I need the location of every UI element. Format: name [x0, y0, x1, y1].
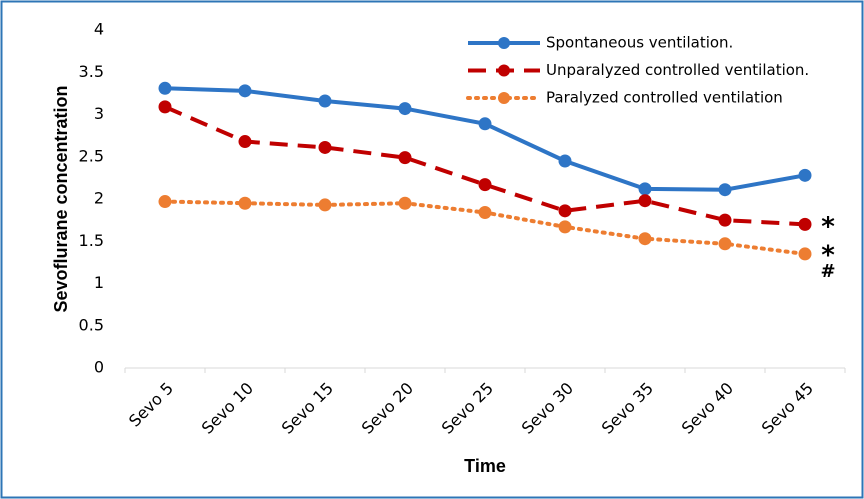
data-point	[238, 196, 252, 210]
data-point	[798, 168, 812, 182]
data-point	[158, 81, 172, 95]
data-point	[718, 213, 732, 227]
data-point	[158, 195, 172, 209]
annotation: *	[821, 240, 835, 270]
data-point	[558, 204, 572, 218]
data-point	[318, 198, 332, 212]
x-axis-label: Time	[464, 456, 506, 476]
data-point	[238, 135, 252, 149]
y-tick-label: 1.5	[79, 231, 104, 250]
y-tick-label: 2	[94, 189, 104, 208]
data-point	[638, 182, 652, 196]
y-tick-label: 3	[94, 104, 104, 123]
y-tick-label: 4	[94, 20, 104, 39]
data-point	[718, 237, 732, 251]
data-point	[718, 183, 732, 197]
data-point	[558, 154, 572, 168]
legend-marker	[498, 37, 510, 49]
data-point	[478, 178, 492, 192]
y-axis-label: Sevoflurane concentration	[51, 85, 71, 312]
data-point	[318, 140, 332, 154]
legend-label: Spontaneous ventilation.	[546, 34, 733, 52]
data-point	[398, 196, 412, 210]
data-point	[238, 84, 252, 98]
legend-marker	[498, 92, 510, 104]
legend-label: Unparalyzed controlled ventilation.	[546, 61, 809, 79]
data-point	[398, 102, 412, 116]
data-point	[478, 206, 492, 220]
y-tick-label: 0	[94, 358, 104, 377]
series-line	[164, 105, 806, 227]
data-point	[798, 217, 812, 231]
annotation: #	[820, 261, 835, 282]
legend-label: Paralyzed controlled ventilation	[546, 89, 783, 107]
legend-marker	[498, 64, 510, 77]
y-tick-label: 0.5	[79, 315, 104, 334]
data-point	[478, 117, 492, 131]
data-point	[318, 94, 332, 108]
annotation: *	[821, 212, 835, 242]
data-point	[638, 194, 652, 208]
data-point	[398, 151, 412, 165]
data-point	[158, 100, 172, 114]
y-tick-label: 2.5	[79, 146, 104, 165]
data-point	[638, 232, 652, 246]
y-tick-label: 1	[94, 273, 104, 292]
data-point	[798, 247, 812, 261]
y-tick-label: 3.5	[79, 62, 104, 81]
data-point	[558, 220, 572, 234]
